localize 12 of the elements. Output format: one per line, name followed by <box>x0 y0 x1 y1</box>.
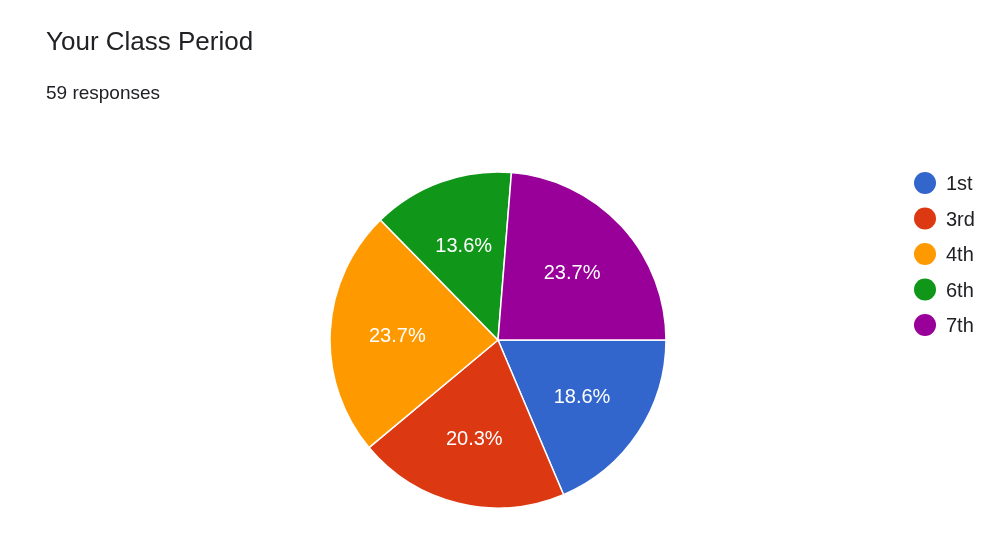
text: 59 responses <box>46 82 161 103</box>
data-label: 18.6% <box>553 384 611 407</box>
legend-label: 6th <box>946 278 974 301</box>
data-label: 23.7% <box>543 260 601 283</box>
data-label: 13.6% <box>435 234 493 257</box>
data-label: 20.3% <box>445 426 503 449</box>
legend-label: 3rd <box>946 207 975 230</box>
legend-label: 7th <box>946 314 974 336</box>
legend-label: 4th <box>946 243 974 265</box>
data-label: 23.7% <box>368 323 426 346</box>
legend-label: 1st <box>946 172 974 194</box>
chart-title: Your Class Period <box>46 26 254 56</box>
